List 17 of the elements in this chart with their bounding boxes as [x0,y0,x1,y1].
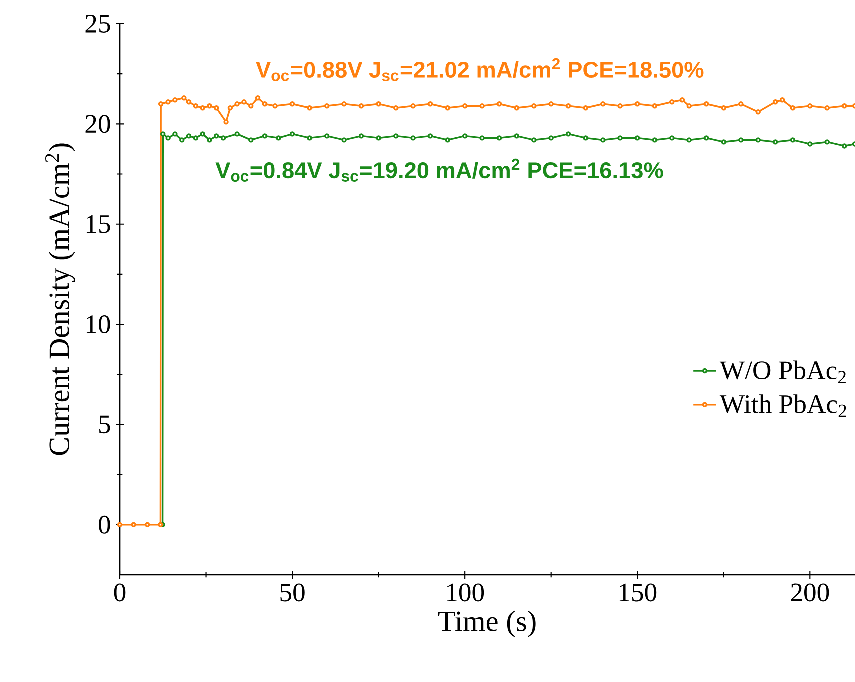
legend-label: With PbAc$_{2}$ [720,394,846,418]
legend-label: W/O PbAc$_{2}$ [720,360,846,384]
y-tick-label: 15 [86,215,110,234]
y-axis-title: Current Density (mA/cm$^{2}$) [46,144,76,456]
y-tick-label: 0 [98,516,110,534]
annotation: V$_{oc}$=0.84V J$_{sc}$=19.20 mA/cm$^{2}$ PCE=16.13% [216,158,664,182]
y-tick-label: 10 [86,316,110,334]
x-tick-label: 0 [114,584,126,602]
annotation: V$_{oc}$=0.88V J$_{sc}$=21.02 mA/cm$^{2}$ PCE=18.50% [256,58,704,82]
x-tick-label: 150 [620,584,657,602]
x-tick-label: 50 [280,584,305,602]
x-tick-label: 100 [447,584,484,602]
y-tick-label: 20 [86,115,110,134]
x-tick-label: 200 [791,584,830,602]
y-tick-label: 25 [86,15,110,33]
x-axis-title: Time (s) [438,610,536,638]
y-tick-label: 5 [100,416,110,434]
